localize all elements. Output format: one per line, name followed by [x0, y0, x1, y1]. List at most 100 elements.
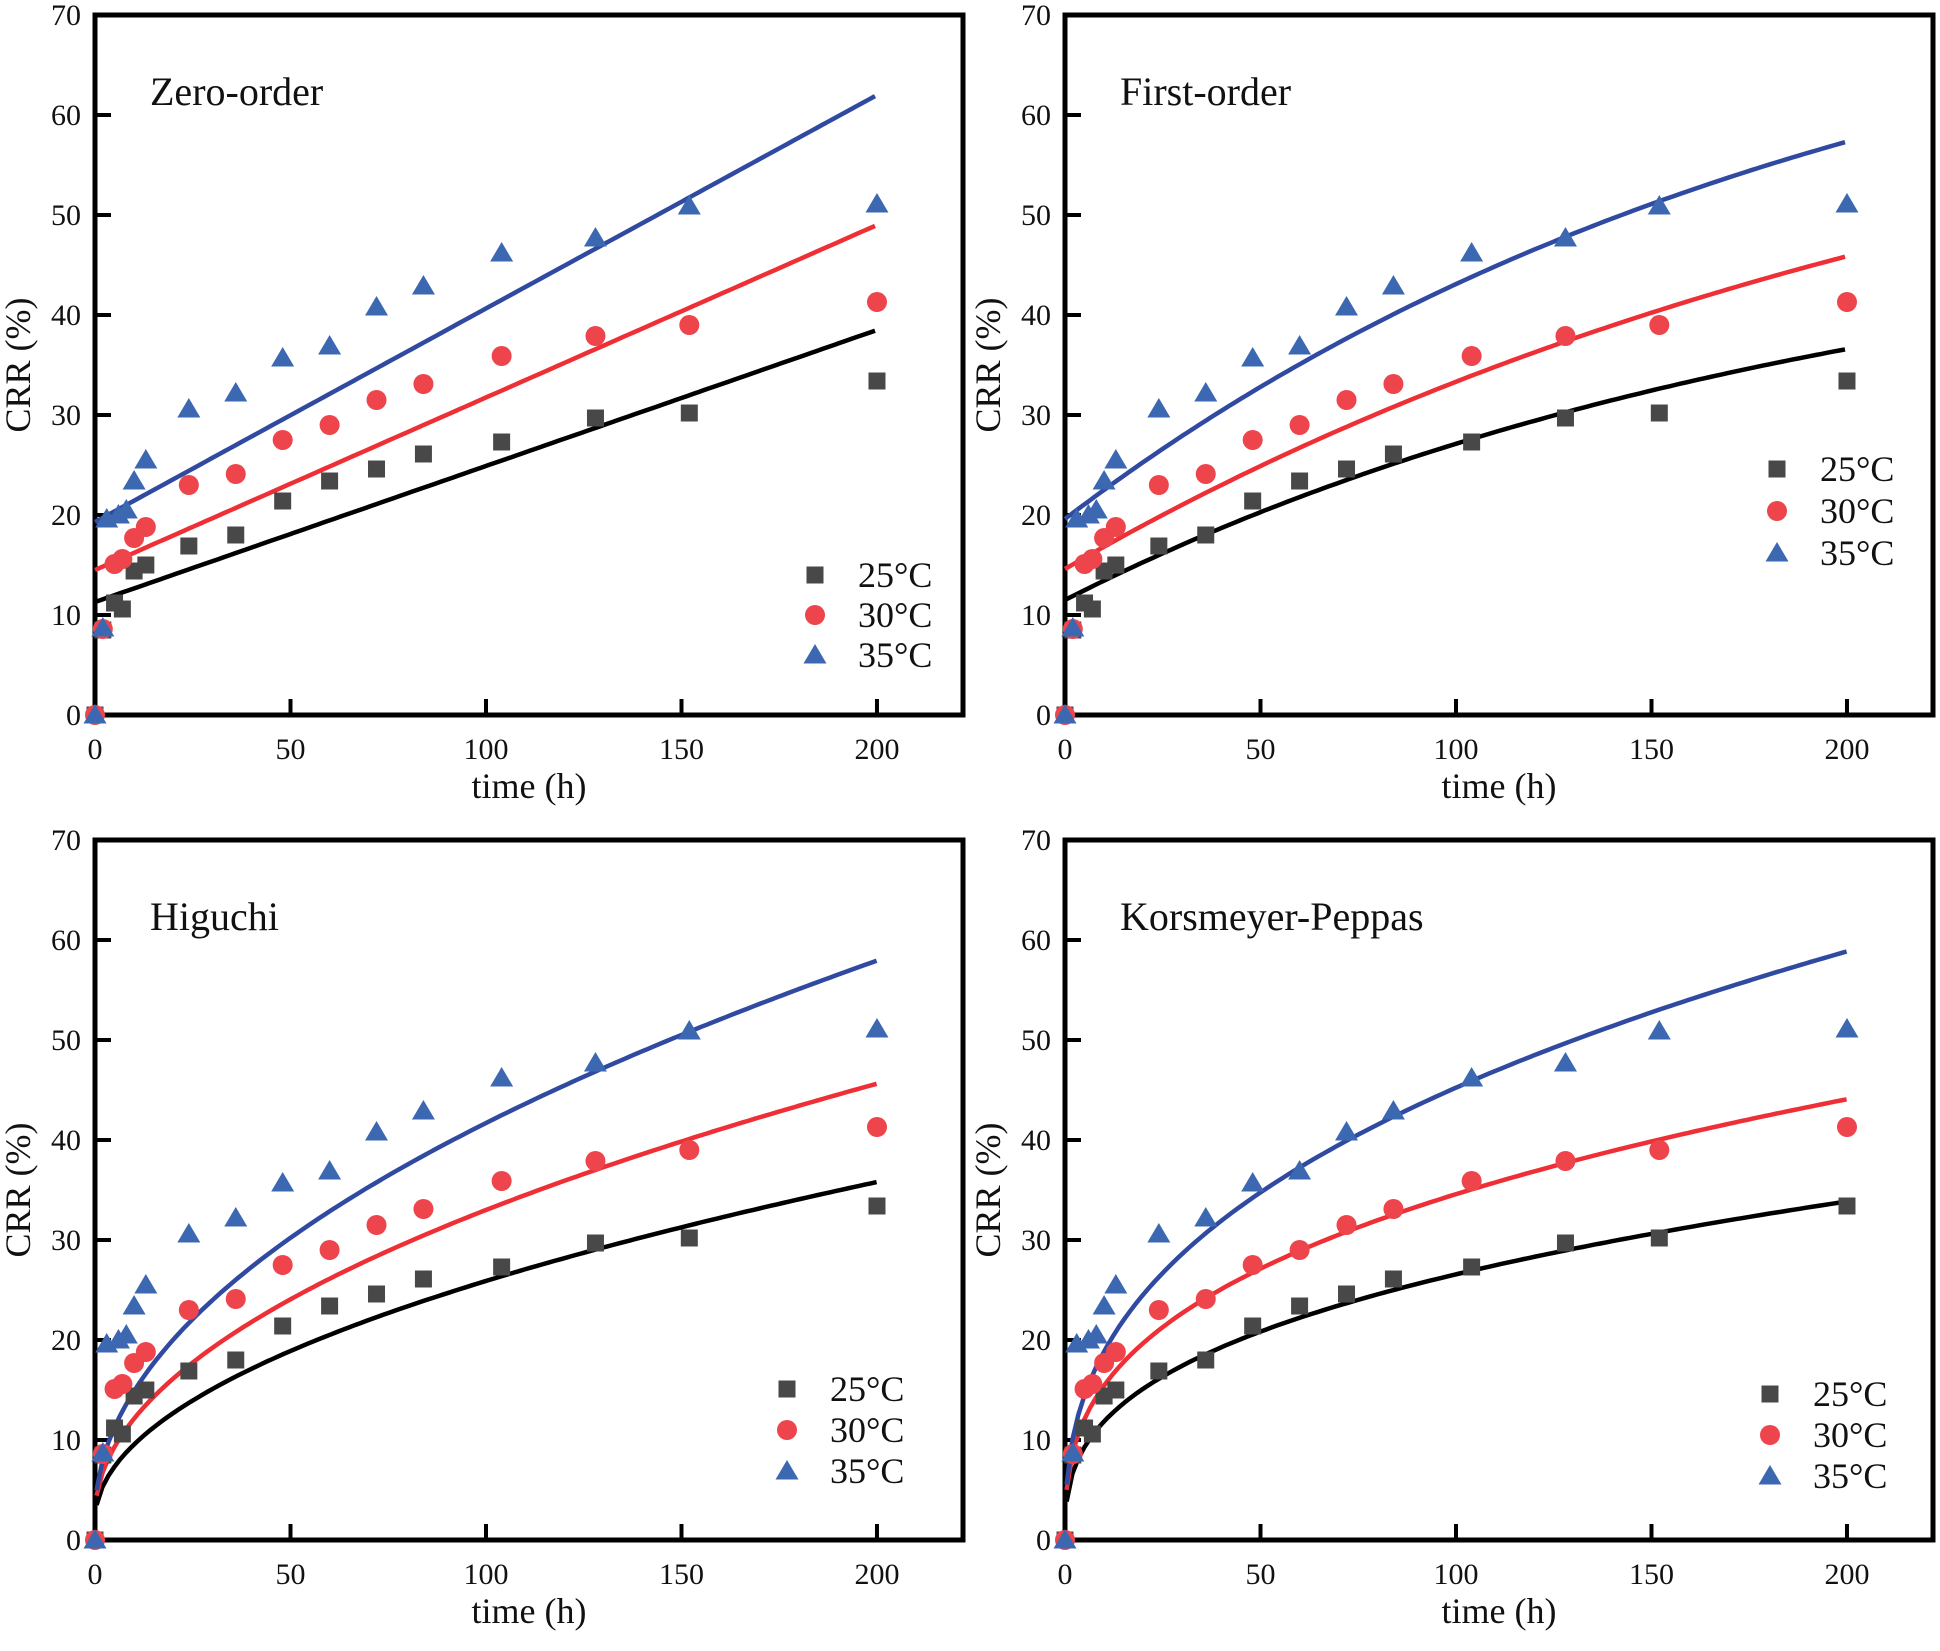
data-point-30°C — [1195, 1289, 1216, 1309]
fit-curve-korsmeyer-peppas-35°C — [1064, 949, 1848, 1485]
data-point-35°C — [1194, 1207, 1218, 1227]
fit-curve-zero-order-25°C — [94, 328, 876, 605]
data-point-35°C — [271, 347, 295, 367]
data-point-30°C — [112, 1374, 133, 1394]
data-point-35°C — [411, 275, 435, 295]
data-point-30°C — [178, 1300, 199, 1320]
plot-title-korsmeyer-peppas: Korsmeyer-Peppas — [1120, 894, 1424, 939]
data-point-35°C — [1553, 1052, 1577, 1072]
data-point-30°C — [1649, 315, 1670, 335]
data-point-25°C — [868, 1197, 886, 1215]
data-point-25°C — [868, 372, 886, 390]
legend-marker-35°C — [803, 644, 827, 664]
data-point-35°C — [1835, 1018, 1859, 1038]
data-point-35°C — [1288, 1160, 1312, 1180]
data-point-35°C — [271, 1172, 295, 1192]
data-point-25°C — [1244, 1317, 1262, 1335]
data-point-35°C — [83, 1529, 107, 1549]
data-point-35°C — [83, 704, 107, 724]
legend-label-30°C: 30°C — [858, 595, 932, 635]
data-point-30°C — [1555, 326, 1576, 346]
series-points-35°C — [1053, 193, 1859, 724]
x-tick-label: 200 — [1824, 1558, 1869, 1591]
data-point-35°C — [365, 1121, 389, 1141]
data-point-25°C — [1291, 472, 1309, 490]
data-point-35°C — [177, 398, 201, 418]
data-point-25°C — [493, 433, 511, 451]
data-point-30°C — [1105, 1342, 1126, 1362]
legend-marker-25°C — [806, 566, 824, 584]
data-point-30°C — [1082, 1374, 1103, 1394]
data-point-25°C — [680, 1229, 698, 1247]
x-tick-label: 150 — [659, 1558, 704, 1591]
data-point-35°C — [411, 1100, 435, 1120]
legend-label-35°C: 35°C — [1820, 533, 1894, 573]
legend-label-25°C: 25°C — [1813, 1374, 1887, 1414]
data-point-35°C — [1104, 1274, 1128, 1294]
y-tick-label: 20 — [1021, 499, 1051, 532]
y-tick-label: 60 — [51, 99, 81, 132]
data-point-30°C — [1836, 1117, 1857, 1137]
x-tick-label: 0 — [1058, 1558, 1073, 1591]
chart-higuchi: 0 50 100 150 200 0 10 20 30 40 50 60 70 time (h) CRR (… — [0, 825, 966, 1631]
data-point-30°C — [225, 464, 246, 484]
legend-label-25°C: 25°C — [830, 1369, 904, 1409]
data-point-25°C — [1838, 1197, 1856, 1215]
data-point-30°C — [1336, 390, 1357, 410]
data-point-35°C — [677, 195, 701, 215]
y-tick-label: 20 — [1021, 1324, 1051, 1357]
data-point-30°C — [319, 1240, 340, 1260]
y-tick-label: 10 — [51, 1424, 81, 1457]
data-point-25°C — [586, 1234, 604, 1252]
legend-marker-30°C — [1767, 501, 1787, 521]
data-point-35°C — [114, 1324, 138, 1344]
x-tick-label: 0 — [88, 1558, 103, 1591]
data-point-35°C — [1104, 449, 1128, 469]
data-point-35°C — [677, 1020, 701, 1040]
y-tick-label: 0 — [66, 699, 81, 732]
y-tick-label: 10 — [1021, 599, 1051, 632]
data-point-25°C — [414, 1270, 432, 1288]
data-point-35°C — [1381, 275, 1405, 295]
x-tick-label: 150 — [1629, 1558, 1674, 1591]
data-point-25°C — [414, 445, 432, 463]
fit-curve-zero-order-35°C — [93, 94, 877, 524]
x-tick-label: 200 — [1824, 733, 1869, 766]
data-point-25°C — [1463, 1258, 1481, 1276]
chart-zero-order: 0 50 100 150 200 0 10 20 30 40 50 60 70 time (h) CRR (… — [0, 0, 966, 806]
data-point-25°C — [321, 472, 339, 490]
x-tick-label: 50 — [275, 733, 305, 766]
data-point-35°C — [114, 499, 138, 519]
data-point-35°C — [583, 227, 607, 247]
y-tick-label: 60 — [1021, 924, 1051, 957]
legend-marker-25°C — [1761, 1385, 1779, 1403]
plot-title-zero-order: Zero-order — [150, 69, 323, 114]
data-point-25°C — [680, 404, 698, 422]
x-tick-label: 50 — [275, 1558, 305, 1591]
legend-label-35°C: 35°C — [858, 635, 932, 675]
data-point-25°C — [1197, 526, 1215, 544]
y-tick-label: 70 — [1021, 0, 1051, 32]
y-tick-label: 70 — [1021, 825, 1051, 857]
data-point-30°C — [135, 1342, 156, 1362]
data-point-35°C — [1092, 1295, 1116, 1315]
axes-higuchi: 0 50 100 150 200 0 10 20 30 40 50 60 70 time (h) CRR (… — [0, 825, 966, 1631]
chart-korsmeyer-peppas: 0 50 100 150 200 0 10 20 30 40 50 60 70 time (h) CRR (… — [970, 825, 1936, 1631]
y-tick-label: 50 — [1021, 1024, 1051, 1057]
x-tick-label: 100 — [463, 1558, 508, 1591]
data-point-35°C — [1092, 470, 1116, 490]
data-point-30°C — [1242, 430, 1263, 450]
data-point-35°C — [134, 449, 158, 469]
data-point-25°C — [1384, 1270, 1402, 1288]
data-point-25°C — [180, 537, 198, 555]
data-point-35°C — [583, 1052, 607, 1072]
data-point-25°C — [227, 526, 245, 544]
y-tick-label: 50 — [1021, 199, 1051, 232]
axes-zero-order: 0 50 100 150 200 0 10 20 30 40 50 60 70 time (h) CRR (… — [0, 0, 966, 806]
series-points-30°C — [85, 292, 887, 725]
data-point-35°C — [318, 1160, 342, 1180]
series-points-35°C — [83, 193, 889, 724]
data-point-35°C — [1460, 1067, 1484, 1087]
data-point-30°C — [1836, 292, 1857, 312]
legend-marker-30°C — [777, 1420, 797, 1440]
